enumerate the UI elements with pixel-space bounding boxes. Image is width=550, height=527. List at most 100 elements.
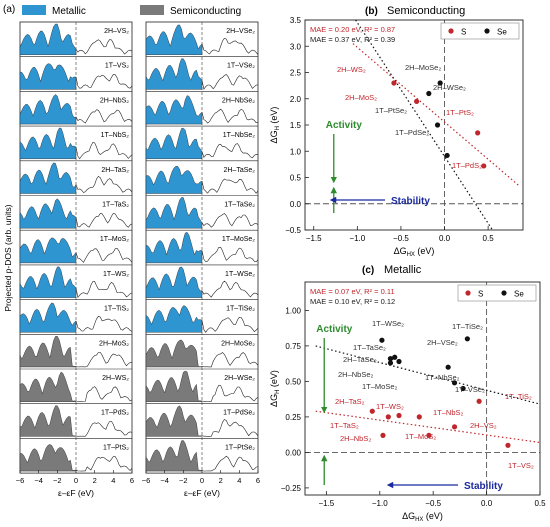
panel-label: (c) xyxy=(362,265,374,276)
dos-occupied-fill xyxy=(145,197,203,229)
dos-unoccupied-line xyxy=(75,247,133,263)
legend-label-s: S xyxy=(461,28,466,37)
legend-marker-se xyxy=(501,290,507,296)
activity-annotation: Activity xyxy=(316,324,353,335)
point-label: 1T–PdS₂ xyxy=(452,161,482,170)
point-label: 2H–TaSe₂ xyxy=(343,355,377,364)
dos-occupied-fill xyxy=(145,370,203,402)
legend-semiconducting-label: Semiconducting xyxy=(170,6,241,17)
dos-occupied-fill xyxy=(19,371,77,402)
dos-unoccupied-line xyxy=(75,281,133,298)
dos-unoccupied-line xyxy=(75,175,133,193)
point-label: 1T–VS₂ xyxy=(508,461,534,470)
point-label: 2H–NbS₂ xyxy=(340,434,371,443)
point-label: 1T–PtS₂ xyxy=(446,108,474,117)
dos-compound-label: 2H–TaS₂ xyxy=(101,167,129,174)
x-tick-label: −0.5 xyxy=(425,499,441,508)
dos-compound-label: 1T–TiS₂ xyxy=(104,306,129,313)
dos-unoccupied-line xyxy=(201,247,259,263)
x-tick-label: −2 xyxy=(53,476,62,485)
dos-occupied-fill xyxy=(19,23,77,55)
point-label: 1T–TiS₂ xyxy=(505,392,532,401)
dos-compound-label: 1T–TiSe₂ xyxy=(226,306,255,313)
dos-compound-label: 2H–WSe₂ xyxy=(224,375,255,382)
data-point-s xyxy=(416,414,422,420)
dos-compound-label: 1T–PtS₂ xyxy=(103,444,129,451)
x-tick-label: −4 xyxy=(160,476,169,485)
x-tick-label: 0.5 xyxy=(483,234,495,243)
data-point-se xyxy=(387,356,394,362)
y-axis-label: ΔGH (eV) xyxy=(269,370,281,407)
fit-stats-s: MAE = 0.20 eV, R² = 0.87 xyxy=(310,25,395,34)
dos-occupied-fill xyxy=(19,63,77,90)
dos-compound-label: 1T–WSe₂ xyxy=(225,271,255,278)
legend-marker-se xyxy=(484,28,490,34)
fit-line-se xyxy=(355,20,493,230)
panel-b-semiconducting: (b) Semiconducting 2H–WS₂ 2H–MoS₂ 2H–MoSe₂ 2H… xyxy=(269,5,524,258)
y-tick-label: 3.0 xyxy=(290,42,302,51)
point-label: 2H–MoSe₂ xyxy=(405,63,441,72)
point-label: 1T–TaS₂ xyxy=(330,421,359,430)
data-point-se xyxy=(434,122,441,128)
x-tick-label: −1.0 xyxy=(349,234,365,243)
legend-label-se: Se xyxy=(497,28,507,37)
data-point-se xyxy=(445,364,451,370)
data-point-se xyxy=(396,358,402,365)
point-label: 2H–VSe₂ xyxy=(427,338,458,347)
dos-occupied-fill xyxy=(19,444,77,472)
y-tick-label: 2.5 xyxy=(290,69,302,78)
legend-marker-s xyxy=(465,290,471,296)
dos-occupied-fill xyxy=(145,58,203,90)
data-point-s xyxy=(426,432,432,438)
data-point-se xyxy=(426,90,432,97)
x-tick-label: 0.5 xyxy=(534,499,546,508)
panel-a-label: (a) xyxy=(3,4,15,15)
dos-compound-label: 2H–WS₂ xyxy=(102,375,129,382)
dos-unoccupied-line xyxy=(75,213,133,228)
data-point-s xyxy=(369,408,375,414)
dos-compound-label: 1T–VSe₂ xyxy=(227,63,255,70)
dos-occupied-fill xyxy=(19,237,77,264)
x-tick-label: −6 xyxy=(16,476,25,485)
stability-annotation: Stability xyxy=(391,196,430,207)
dos-unoccupied-line xyxy=(201,108,258,124)
data-point-s xyxy=(476,398,482,404)
fit-line-s xyxy=(352,43,520,186)
data-point-se xyxy=(379,337,385,343)
y-axis-label: ΔGH (eV) xyxy=(269,107,281,144)
data-point-se xyxy=(464,336,470,342)
dos-occupied-fill xyxy=(19,266,77,298)
dos-compound-label: 1T–NbS₂ xyxy=(101,132,130,139)
legend-box xyxy=(457,284,537,302)
dos-unoccupied-line xyxy=(75,315,133,332)
legend-metallic-label: Metallic xyxy=(52,6,86,17)
dos-unoccupied-line xyxy=(75,74,133,89)
dos-compound-label: 2H–NbSe₂ xyxy=(222,97,255,104)
y-tick-label: 1.0 xyxy=(290,147,302,156)
fit-stats-s: MAE = 0.07 eV, R² = 0.11 xyxy=(310,287,395,296)
x-tick-label: 4 xyxy=(237,476,241,485)
dos-unoccupied-line xyxy=(201,280,259,298)
dos-occupied-fill xyxy=(145,405,203,437)
y-tick-label: −0.25 xyxy=(281,484,302,493)
dos-compound-label: 1T–WS₂ xyxy=(103,271,129,278)
point-label: 1T–TiSe₂ xyxy=(452,322,483,331)
y-tick-label: 2.0 xyxy=(290,95,302,104)
dos-unoccupied-line xyxy=(201,178,259,194)
dos-unoccupied-line xyxy=(201,316,259,333)
data-point-se xyxy=(437,80,443,86)
dos-compound-label: 1T–PdS₂ xyxy=(101,410,129,417)
dos-compound-label: 1T–TaSe₂ xyxy=(224,202,255,209)
dos-unoccupied-line xyxy=(75,142,133,160)
data-point-se xyxy=(451,380,458,386)
point-label: 1T–VSe₂ xyxy=(455,385,485,394)
dos-unoccupied-line xyxy=(201,37,259,55)
dos-unoccupied-line xyxy=(201,74,259,90)
dos-unoccupied-line xyxy=(75,352,133,368)
dos-compound-label: 1T–PtSe₂ xyxy=(225,444,255,451)
dos-occupied-fill xyxy=(145,305,203,333)
x-tick-label: 0.0 xyxy=(481,499,493,508)
data-point-s xyxy=(385,414,391,420)
dos-unoccupied-line xyxy=(201,143,259,159)
y-tick-label: 0.0 xyxy=(290,200,302,209)
